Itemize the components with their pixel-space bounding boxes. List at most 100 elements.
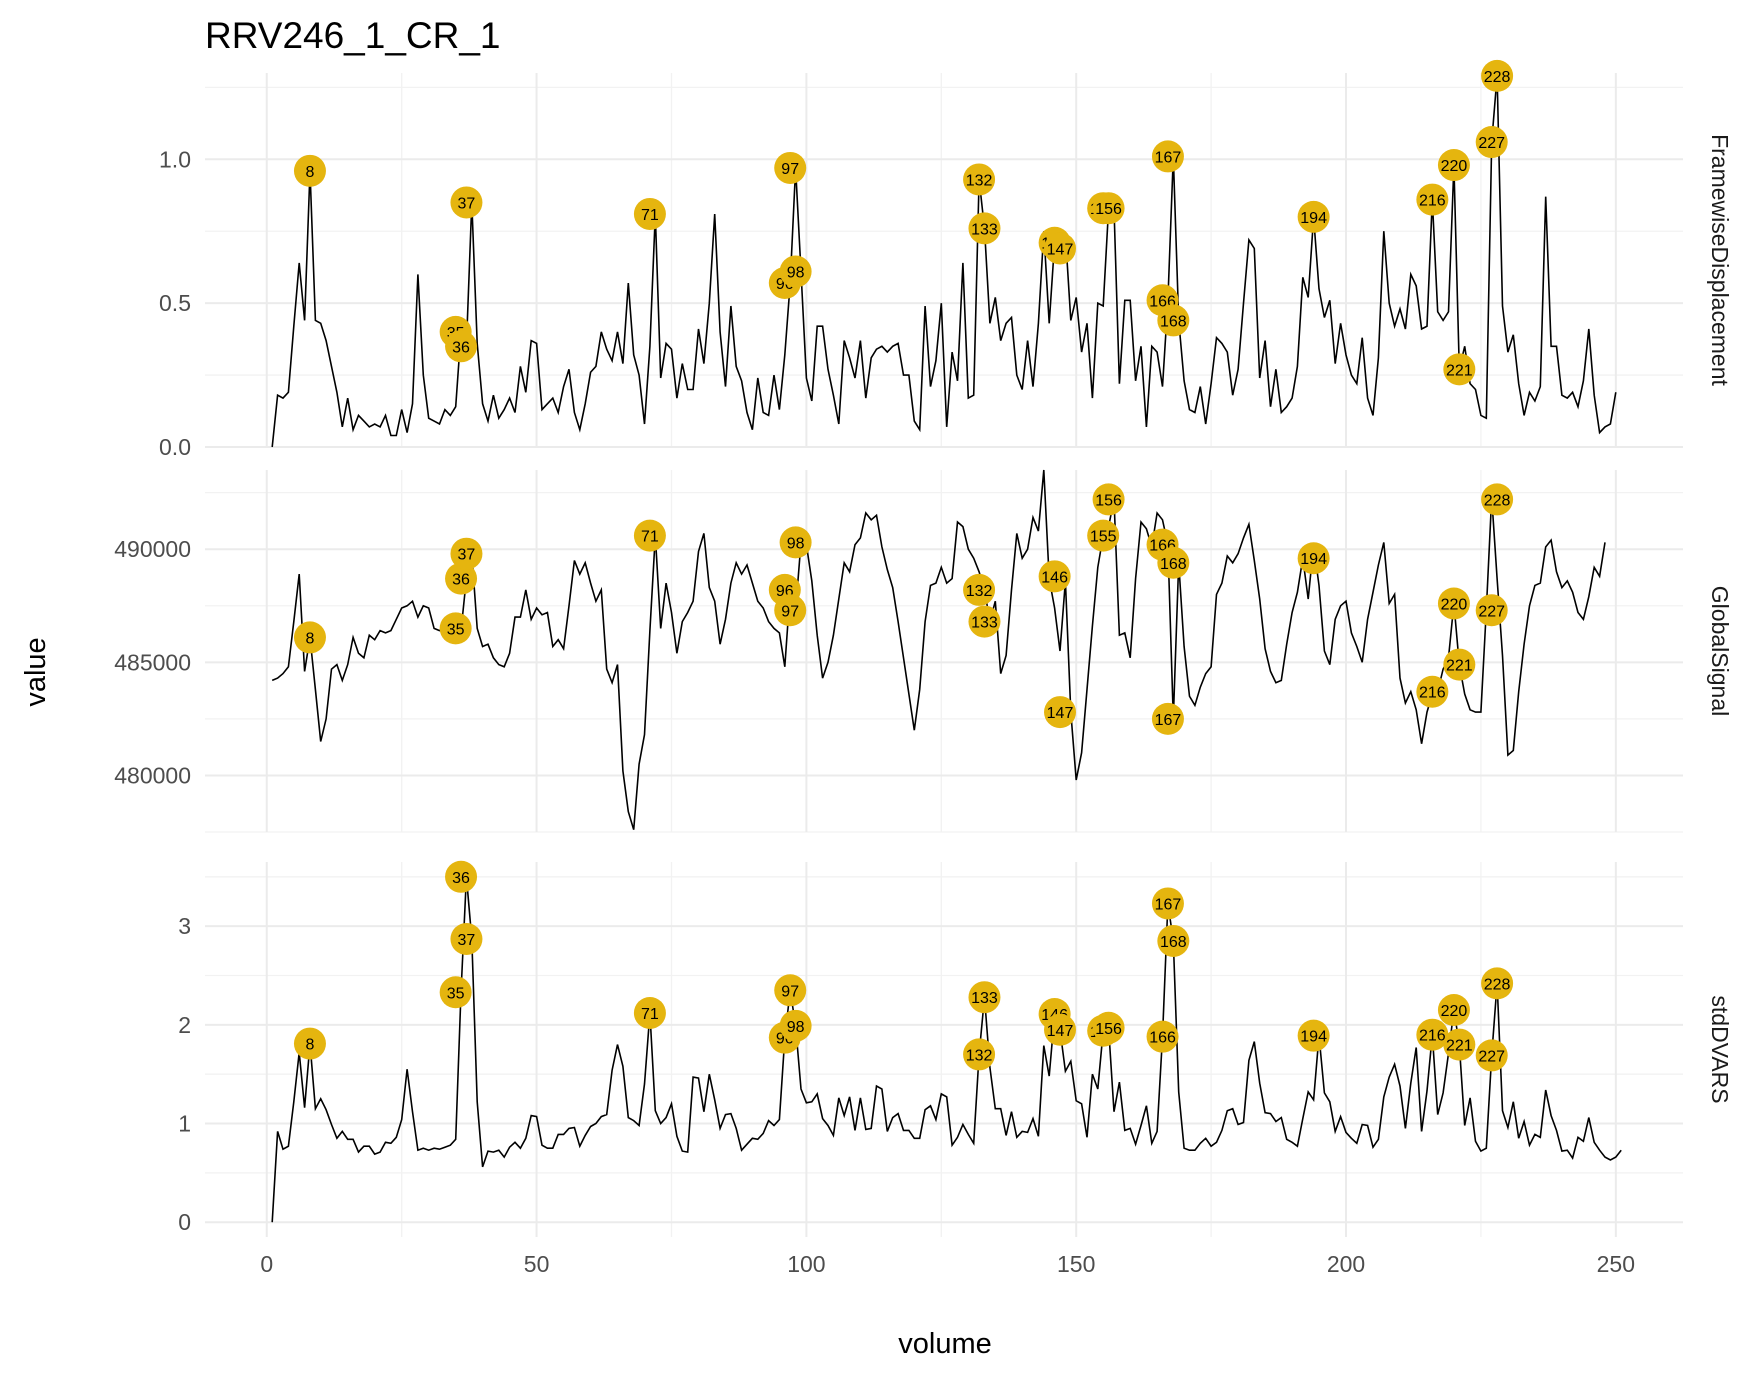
outlier-point xyxy=(293,154,326,187)
outlier-point xyxy=(1443,353,1476,386)
outlier-label: 71 xyxy=(641,1006,659,1023)
facet-strip-label: GlobalSignal xyxy=(1707,586,1733,716)
outlier-point xyxy=(450,186,483,219)
outlier-label: 216 xyxy=(1419,685,1446,702)
outlier-label: 220 xyxy=(1441,158,1468,175)
outlier-label: 167 xyxy=(1155,896,1182,913)
facet-strip-label: stdDVARS xyxy=(1707,995,1733,1103)
outlier-point xyxy=(1151,887,1184,920)
outlier-point xyxy=(1157,546,1190,579)
outlier-label: 216 xyxy=(1419,1028,1446,1045)
outlier-point xyxy=(1443,648,1476,681)
outlier-point xyxy=(1151,702,1184,735)
outlier-label: 132 xyxy=(966,1047,993,1064)
outlier-point xyxy=(1416,1018,1449,1051)
outlier-label: 37 xyxy=(458,932,476,949)
outlier-label: 221 xyxy=(1446,658,1473,675)
outlier-point xyxy=(1092,483,1125,516)
series-line-stdDVARS xyxy=(271,876,1622,1223)
outlier-point xyxy=(1044,232,1077,265)
outlier-point xyxy=(968,212,1001,245)
outlier-label: 227 xyxy=(1478,1048,1505,1065)
outlier-label: 168 xyxy=(1160,556,1187,573)
outlier-point xyxy=(1092,192,1125,225)
outlier-point xyxy=(445,330,478,363)
outlier-label: 220 xyxy=(1441,1003,1468,1020)
outlier-point xyxy=(633,197,666,230)
outlier-point xyxy=(779,255,812,288)
y-tick-label: 3 xyxy=(178,913,191,939)
outlier-point xyxy=(1437,587,1470,620)
outlier-point xyxy=(968,981,1001,1014)
y-tick-label: 485000 xyxy=(114,649,191,675)
outlier-point xyxy=(968,605,1001,638)
outlier-point xyxy=(439,976,472,1009)
outlier-point xyxy=(1157,924,1190,957)
outlier-point xyxy=(1481,59,1514,92)
outlier-label: 167 xyxy=(1155,712,1182,729)
outlier-point xyxy=(450,922,483,955)
outlier-label: 228 xyxy=(1484,492,1511,509)
outlier-label: 194 xyxy=(1300,1029,1327,1046)
outlier-label: 155 xyxy=(1090,529,1117,546)
facet-FramewiseDisplacement: 0.00.51.08353637719697981321331461471551… xyxy=(159,59,1733,460)
outlier-point xyxy=(633,996,666,1029)
outlier-label: 156 xyxy=(1095,492,1122,509)
outlier-label: 167 xyxy=(1155,149,1182,166)
outlier-point xyxy=(1481,967,1514,1000)
outlier-label: 97 xyxy=(781,603,799,620)
outlier-point xyxy=(1475,594,1508,627)
outlier-point xyxy=(963,573,996,606)
facet-strip-label: FramewiseDisplacement xyxy=(1707,134,1733,386)
outlier-label: 8 xyxy=(306,1037,315,1054)
outlier-label: 36 xyxy=(452,870,470,887)
outlier-label: 37 xyxy=(458,547,476,564)
outlier-label: 228 xyxy=(1484,69,1511,86)
series-line-GlobalSignal xyxy=(271,469,1606,830)
outlier-point xyxy=(1475,1039,1508,1072)
outlier-point xyxy=(1416,675,1449,708)
outlier-label: 98 xyxy=(787,1019,805,1036)
outlier-point xyxy=(1044,696,1077,729)
outlier-label: 8 xyxy=(306,164,315,181)
series-line-FramewiseDisplacement xyxy=(271,75,1617,448)
y-tick-label: 1.0 xyxy=(159,146,191,172)
outlier-point xyxy=(1146,1020,1179,1053)
outlier-point xyxy=(963,1038,996,1071)
outlier-label: 194 xyxy=(1300,210,1327,227)
outlier-label: 166 xyxy=(1149,1030,1176,1047)
outlier-label: 36 xyxy=(452,572,470,589)
outlier-label: 220 xyxy=(1441,596,1468,613)
outlier-label: 36 xyxy=(452,339,470,356)
outlier-point xyxy=(1092,1011,1125,1044)
y-axis-title: value xyxy=(20,637,52,706)
outlier-point xyxy=(1151,140,1184,173)
facet-panels: 0.00.51.08353637719697981321331461471551… xyxy=(114,59,1733,1237)
x-axis: 0 50 100 150 200 250 xyxy=(260,1251,1635,1277)
outlier-point xyxy=(450,537,483,570)
facet-GlobalSignal: 4800004850004900008353637719697981321331… xyxy=(114,469,1733,833)
outlier-point xyxy=(293,1027,326,1060)
facet-stdDVARS: 0123835363771969798132133146147155156166… xyxy=(178,860,1733,1237)
outlier-label: 168 xyxy=(1160,313,1187,330)
outlier-label: 147 xyxy=(1047,1023,1074,1040)
outlier-label: 147 xyxy=(1047,241,1074,258)
outlier-label: 35 xyxy=(447,621,465,638)
outlier-label: 156 xyxy=(1095,1021,1122,1038)
outlier-point xyxy=(963,163,996,196)
y-tick-label: 0 xyxy=(178,1209,191,1235)
y-tick-label: 490000 xyxy=(114,536,191,562)
outlier-point xyxy=(779,526,812,559)
outlier-point xyxy=(445,562,478,595)
outlier-label: 216 xyxy=(1419,193,1446,210)
x-tick-label: 0 xyxy=(260,1251,273,1277)
outlier-label: 156 xyxy=(1095,201,1122,218)
outlier-point xyxy=(445,860,478,893)
outlier-label: 228 xyxy=(1484,976,1511,993)
outlier-point xyxy=(1157,304,1190,337)
outlier-point xyxy=(1437,994,1470,1027)
outlier-label: 227 xyxy=(1478,135,1505,152)
outlier-label: 133 xyxy=(971,221,998,238)
outlier-label: 227 xyxy=(1478,603,1505,620)
